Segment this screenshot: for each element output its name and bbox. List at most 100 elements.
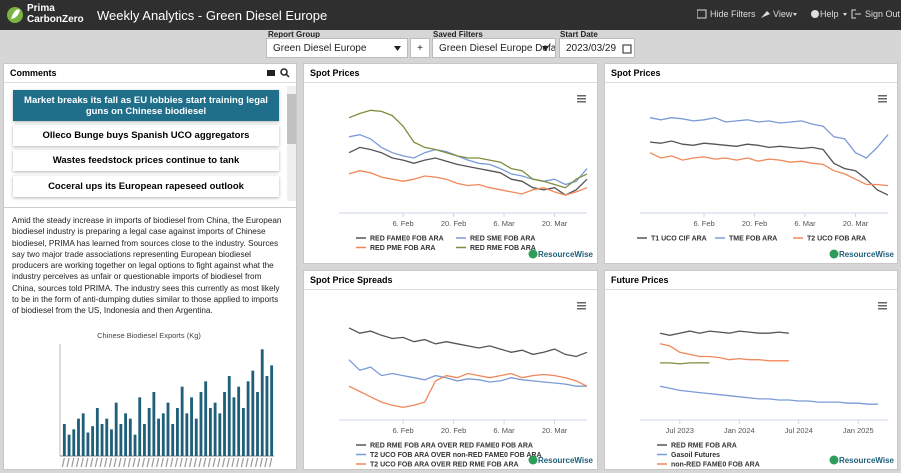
menu-icon [878, 308, 887, 310]
x-tick-stub [94, 457, 98, 468]
filter-label: Report Group [268, 30, 320, 39]
comment-item[interactable]: Olleco Bunge buys Spanish UCO aggregator… [13, 125, 279, 146]
brand-icon [528, 455, 538, 465]
bar [95, 408, 99, 456]
series-line [659, 362, 710, 365]
chart-panel: Future Prices Jul 2023 Jan 2024 Jul 2024 Jan… [604, 270, 898, 470]
x-tick-stub [165, 457, 169, 468]
x-tick-stub [127, 457, 131, 468]
series-line [348, 359, 587, 387]
x-tick-stub [184, 457, 188, 468]
legend-label: RED RME FOB ARA [671, 443, 737, 450]
bar [161, 413, 165, 456]
x-tick-stub [104, 457, 108, 468]
legend-label: T1 UCO CIF ARA [651, 236, 707, 243]
panel-title: Future Prices [605, 271, 897, 290]
x-tick-label: 20. Mar [542, 219, 568, 228]
x-tick-label: 6. Feb [392, 426, 413, 435]
bar [232, 397, 236, 456]
x-tick-stub [245, 457, 249, 468]
x-tick-stub [226, 457, 230, 468]
series-line [649, 140, 889, 196]
comment-item[interactable]: Market breaks its fall as EU lobbies sta… [13, 90, 279, 121]
series-line [348, 134, 588, 186]
brand: ResourceWise [839, 456, 895, 465]
legend-label: TME FOB ARA [729, 236, 777, 243]
article-text: Amid the steady increase in imports of b… [12, 216, 282, 316]
bar [138, 397, 142, 456]
nav-link[interactable]: View [773, 9, 793, 19]
menu-icon [878, 95, 887, 97]
x-tick-stub [61, 457, 65, 468]
series-line [348, 372, 588, 409]
x-tick-stub [85, 457, 89, 468]
divider [4, 207, 296, 208]
x-tick-label: 20. Mar [542, 426, 568, 435]
bar [110, 429, 113, 456]
bar [260, 349, 264, 456]
nav-link[interactable]: Sign Out [865, 9, 901, 19]
bar [143, 424, 146, 456]
x-tick-stub [221, 457, 226, 468]
x-tick-label: 6. Mar [493, 426, 515, 435]
x-tick-stub [188, 457, 193, 468]
x-tick-stub [203, 457, 207, 468]
select[interactable]: Green Diesel Europe Defa [432, 38, 556, 58]
add-button[interactable]: + [410, 38, 430, 58]
app-title: Weekly Analytics - Green Diesel Europe [97, 8, 328, 23]
x-tick-stub [132, 457, 136, 468]
nav-link[interactable]: Hide Filters [710, 9, 756, 19]
x-tick-stub [250, 457, 254, 468]
brand-icon [528, 249, 538, 259]
logo-line: Prima [27, 3, 55, 14]
top-bar: Prima CarbonZero Weekly Analytics - Green… [0, 0, 901, 30]
scrollbar[interactable] [287, 86, 296, 201]
legend-label: Gasoil Futures [671, 452, 720, 459]
panel-title: Spot Prices [605, 64, 897, 83]
line-chart: 6. Feb 20. Feb 6. Mar 20. Mar RED FAME0 FOB … [339, 95, 594, 259]
x-tick-stub [146, 457, 150, 468]
menu-icon [577, 95, 586, 97]
series-line [348, 146, 588, 196]
x-tick-label: 20. Mar [843, 219, 869, 228]
line-chart: Jul 2023 Jan 2024 Jul 2024 Jan 2025 RED RME … [640, 302, 895, 469]
bar [208, 408, 212, 456]
x-tick-stub [113, 457, 117, 468]
x-tick-stub [207, 457, 211, 468]
select[interactable]: Green Diesel Europe [266, 38, 408, 58]
bar [91, 426, 95, 456]
x-tick-stub [269, 457, 273, 468]
series-line [659, 385, 879, 405]
comment-item[interactable]: Coceral ups its European rapeseed outloo… [13, 176, 279, 197]
bar [119, 424, 123, 456]
panel-title: Spot Price Spreads [304, 271, 597, 290]
x-tick-label: Jul 2023 [666, 426, 694, 435]
date-input[interactable]: 2023/03/29 [559, 38, 635, 58]
comment-item[interactable]: Wastes feedstock prices continue to tank [13, 150, 279, 171]
nav-link[interactable]: Help [820, 9, 839, 19]
comments-panel: Comments Amid the steady increase in imp… [3, 63, 297, 470]
bar [86, 432, 90, 456]
x-tick-label: 6. Mar [794, 219, 816, 228]
menu-icon [878, 302, 887, 304]
select-arrows [394, 44, 632, 54]
bar [213, 402, 217, 456]
x-tick-stub [170, 457, 174, 468]
x-tick-stub [118, 457, 122, 468]
bar [270, 365, 274, 456]
series-line [348, 170, 588, 196]
panel-title: Comments [4, 64, 296, 83]
x-tick-label: 6. Feb [392, 219, 413, 228]
menu-icon [577, 305, 586, 307]
bar [114, 402, 118, 456]
legend-label: RED RME FOB ARA OVER RED FAME0 FOB ARA [370, 443, 533, 450]
x-tick-stub [193, 457, 197, 468]
panel-icons [267, 68, 290, 78]
chart-panel: Spot Prices 6. Feb 20. Feb 6. Mar 20. Mar T1 … [604, 63, 898, 264]
legend-label: T2 UCO FOB ARA OVER RED RME FOB ARA [370, 462, 519, 469]
bar [152, 392, 156, 456]
bar [199, 392, 203, 456]
x-tick-stub [259, 457, 263, 468]
series-line [659, 330, 789, 336]
scroll-thumb[interactable] [287, 94, 296, 144]
